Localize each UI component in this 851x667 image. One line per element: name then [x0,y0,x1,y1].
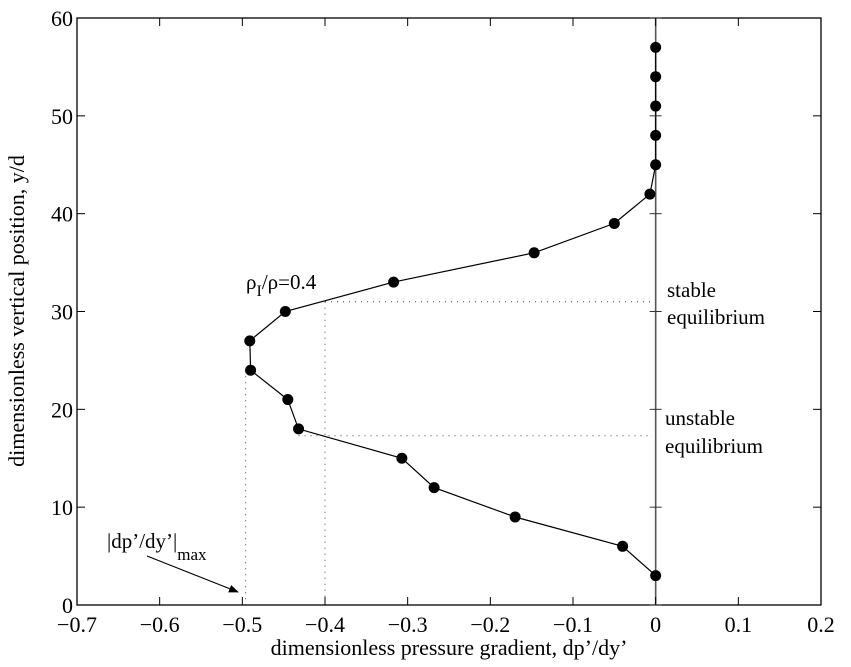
max-gradient-label-main: |dp’/dy’| [107,529,177,553]
curve-label-rho: ρ [246,270,256,294]
x-tick-label: −0.7 [57,612,97,637]
data-point [244,335,256,347]
data-series [244,41,662,582]
reference-lines [245,18,657,605]
data-point [650,41,662,53]
data-point [644,188,656,200]
y-tick-label: 60 [51,6,73,31]
max-gradient-label-sub: max [177,545,207,564]
x-tick-label: −0.3 [388,612,428,637]
max-gradient-arrow [146,555,239,593]
series-line [249,47,657,577]
data-point [528,247,540,259]
data-point [650,159,662,171]
x-tick-label: −0.1 [553,612,593,637]
data-point [428,482,440,494]
data-point [650,71,662,83]
x-tick-label: 0 [650,612,661,637]
x-tick-label: −0.5 [222,612,262,637]
y-axis-label: dimensionless vertical position, y/d [4,155,29,467]
y-tick-label: 50 [51,104,73,129]
y-tick-label: 40 [51,202,73,227]
curve-label: ρI/ρ=0.4 [246,270,317,300]
x-tick-label: −0.4 [305,612,345,637]
data-point [509,511,521,523]
x-tick-label: 0.2 [807,612,835,637]
curve-label-rest: /ρ=0.4 [262,270,317,294]
y-tick-label: 0 [62,593,73,618]
curve-label-sub: I [256,283,261,300]
x-axis-label: dimensionless pressure gradient, dp’/dy’ [271,635,628,660]
data-point [282,394,294,406]
max-gradient-label: |dp’/dy’|max [107,529,207,564]
data-point [617,540,629,552]
axis-ticks [76,17,822,606]
data-point [396,452,408,464]
y-tick-labels: 0 10 20 30 40 50 60 [51,6,73,618]
y-tick-label: 30 [51,300,73,325]
data-point [650,129,662,141]
unstable-label-line2: equilibrium [665,434,763,458]
data-point [650,100,662,112]
data-point [608,217,620,229]
x-tick-labels: −0.7 −0.6 −0.5 −0.4 −0.3 −0.2 −0.1 0 0.1 0.2 [57,612,835,637]
data-point [245,364,257,376]
y-tick-label: 10 [51,495,73,520]
unstable-label-line1: unstable [665,406,735,430]
y-tick-label: 20 [51,397,73,422]
stable-label-line1: stable [667,278,716,302]
x-tick-label: −0.6 [140,612,180,637]
data-point [388,276,400,288]
data-point [293,423,305,435]
x-tick-label: −0.2 [470,612,510,637]
stable-label-line2: equilibrium [667,305,765,329]
data-point [279,306,291,317]
x-tick-label: 0.1 [725,612,753,637]
data-point [650,570,662,582]
